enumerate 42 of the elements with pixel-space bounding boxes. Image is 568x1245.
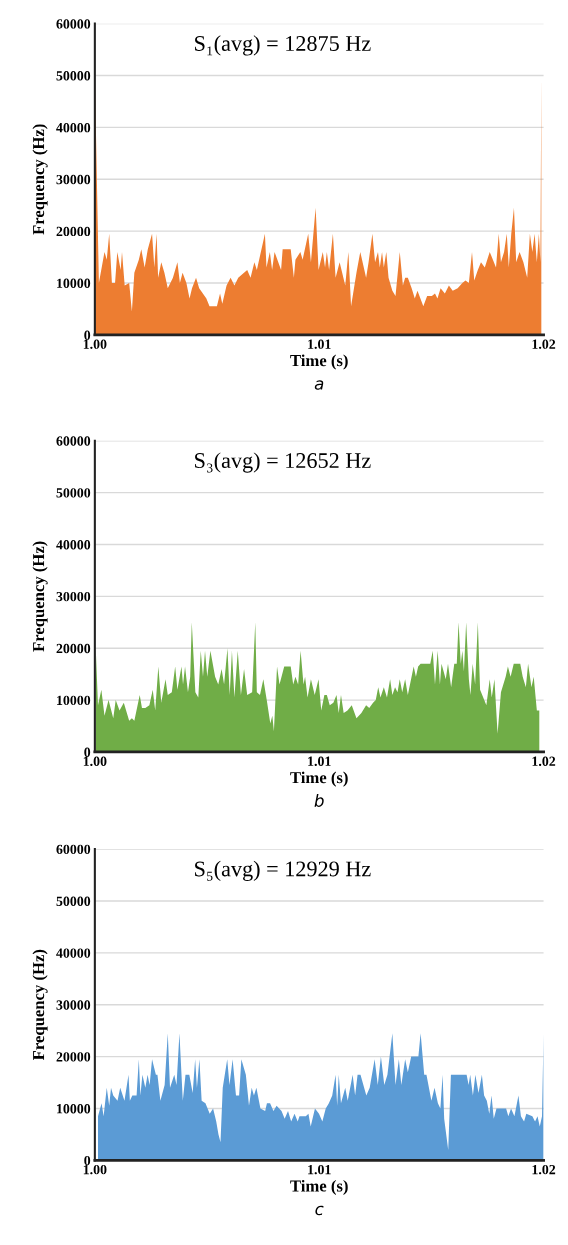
y-tick-label: 30000 — [56, 1000, 91, 1010]
y-tick-label: 10000 — [57, 278, 91, 288]
text: a — [314, 380, 324, 390]
x-tick-label: 1.01 — [308, 1164, 331, 1175]
y-tick-label: 10000 — [57, 695, 91, 706]
text: c — [315, 1205, 324, 1216]
y-axis-title: Frequency (Hz) — [32, 124, 48, 235]
x-tick-label: 1.02 — [532, 1164, 556, 1175]
y-tick-label: 10000 — [57, 1104, 91, 1114]
y-tick-label: 40000 — [56, 122, 91, 133]
x-tick-label: 1.01 — [308, 339, 331, 349]
y-tick-label: 60000 — [56, 436, 91, 446]
x-tick-label: 1.00 — [83, 756, 107, 766]
x-axis-title: Time (s) — [290, 771, 348, 787]
annotation: S₅(avg) = 12929 Hz — [195, 860, 371, 881]
y-tick-label: 50000 — [56, 488, 91, 498]
x-tick-label: 1.02 — [532, 756, 556, 766]
x-tick-label: 1.01 — [308, 756, 331, 766]
y-tick-label: 60000 — [56, 844, 91, 855]
text: b — [314, 794, 324, 807]
y-tick-label: 0 — [84, 330, 91, 340]
y-tick-label: 0 — [84, 1155, 91, 1166]
x-tick-label: 1.00 — [83, 1164, 107, 1175]
y-tick-label: 30000 — [56, 591, 91, 602]
annotation: S₃(avg) = 12652 Hz — [195, 452, 371, 473]
y-axis-title: Frequency (Hz) — [32, 949, 48, 1061]
y-tick-label: 0 — [84, 747, 91, 757]
y-tick-label: 40000 — [56, 540, 91, 550]
y-tick-label: 50000 — [56, 896, 91, 906]
y-tick-label: 20000 — [56, 1052, 91, 1062]
y-axis-title: Frequency (Hz) — [32, 541, 48, 652]
y-tick-label: 30000 — [56, 174, 91, 185]
x-axis-title: Time (s) — [290, 354, 348, 370]
y-tick-label: 20000 — [56, 226, 91, 237]
y-tick-label: 20000 — [56, 643, 91, 654]
y-tick-label: 60000 — [56, 19, 91, 29]
annotation: S₁(avg) = 12875 Hz — [195, 35, 371, 56]
x-tick-label: 1.00 — [83, 339, 107, 349]
y-tick-label: 40000 — [56, 948, 91, 958]
y-tick-label: 50000 — [56, 71, 91, 81]
x-axis-title: Time (s) — [290, 1179, 348, 1195]
x-tick-label: 1.02 — [532, 339, 556, 349]
